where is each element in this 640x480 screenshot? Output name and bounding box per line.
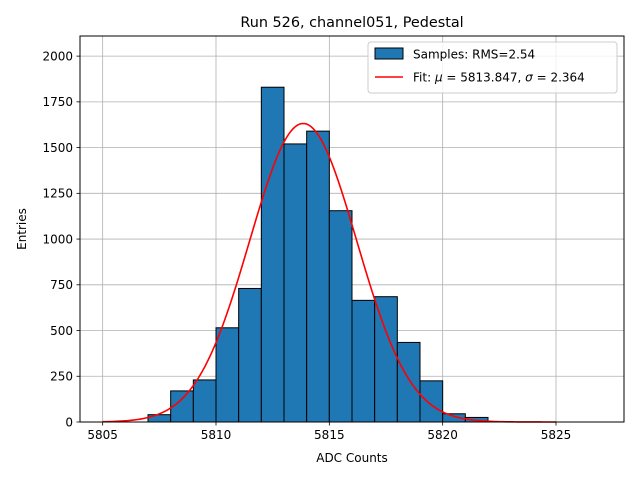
x-axis-label: ADC Counts bbox=[316, 451, 388, 465]
y-tick-label: 1000 bbox=[42, 232, 73, 246]
fit-mu-value: = 5813.847, bbox=[443, 71, 526, 85]
legend: Samples: RMS=2.54 Fit: μ = 5813.847, σ =… bbox=[367, 41, 618, 94]
fit-sigma-value: = 2.364 bbox=[533, 71, 585, 85]
fit-curve bbox=[102, 122, 557, 423]
histogram-bar bbox=[306, 130, 330, 423]
y-tick-label: 250 bbox=[50, 370, 73, 384]
histogram-bars bbox=[147, 86, 489, 423]
histogram-bar bbox=[215, 327, 240, 423]
histogram-bar bbox=[374, 296, 398, 423]
y-tick-label: 2000 bbox=[42, 49, 73, 63]
histogram-bar bbox=[260, 86, 285, 423]
histogram-bar bbox=[328, 210, 353, 423]
x-tick-label: 5810 bbox=[201, 428, 232, 442]
legend-label-fit: Fit: μ = 5813.847, σ = 2.364 bbox=[413, 71, 585, 85]
y-tick-label: 500 bbox=[50, 324, 73, 338]
plot-frame bbox=[79, 35, 625, 423]
histogram-bar bbox=[238, 287, 262, 423]
y-tick-label: 1250 bbox=[42, 187, 73, 201]
legend-frame bbox=[367, 41, 618, 94]
y-tick-label: 750 bbox=[50, 278, 73, 292]
histogram-bar bbox=[192, 379, 217, 423]
x-axis-ticks: 5805 5810 5815 5820 5825 bbox=[87, 422, 571, 442]
y-tick-label: 1750 bbox=[42, 95, 73, 109]
x-tick-label: 5825 bbox=[541, 428, 572, 442]
histogram-bar bbox=[283, 143, 308, 423]
x-tick-label: 5820 bbox=[427, 428, 458, 442]
x-tick-label: 5805 bbox=[87, 428, 118, 442]
fit-label-prefix: Fit: bbox=[413, 71, 435, 85]
x-tick-label: 5815 bbox=[314, 428, 345, 442]
fit-mu-symbol: μ bbox=[434, 71, 443, 85]
fit-curve-layer bbox=[102, 122, 557, 423]
y-axis-label: Entries bbox=[15, 208, 29, 250]
legend-swatch-samples bbox=[374, 47, 404, 60]
y-tick-label: 1500 bbox=[42, 141, 73, 155]
histogram-bar bbox=[396, 341, 421, 423]
y-tick-label: 0 bbox=[65, 415, 73, 429]
chart-title: Run 526, channel051, Pedestal bbox=[240, 15, 463, 31]
legend-label-samples: Samples: RMS=2.54 bbox=[413, 48, 535, 62]
fit-sigma-symbol: σ bbox=[525, 71, 533, 85]
histogram-bar bbox=[419, 380, 444, 423]
histogram-bar bbox=[351, 299, 376, 423]
y-axis-ticks: 0 250 500 750 1000 1250 1500 1750 2000 bbox=[42, 49, 80, 429]
